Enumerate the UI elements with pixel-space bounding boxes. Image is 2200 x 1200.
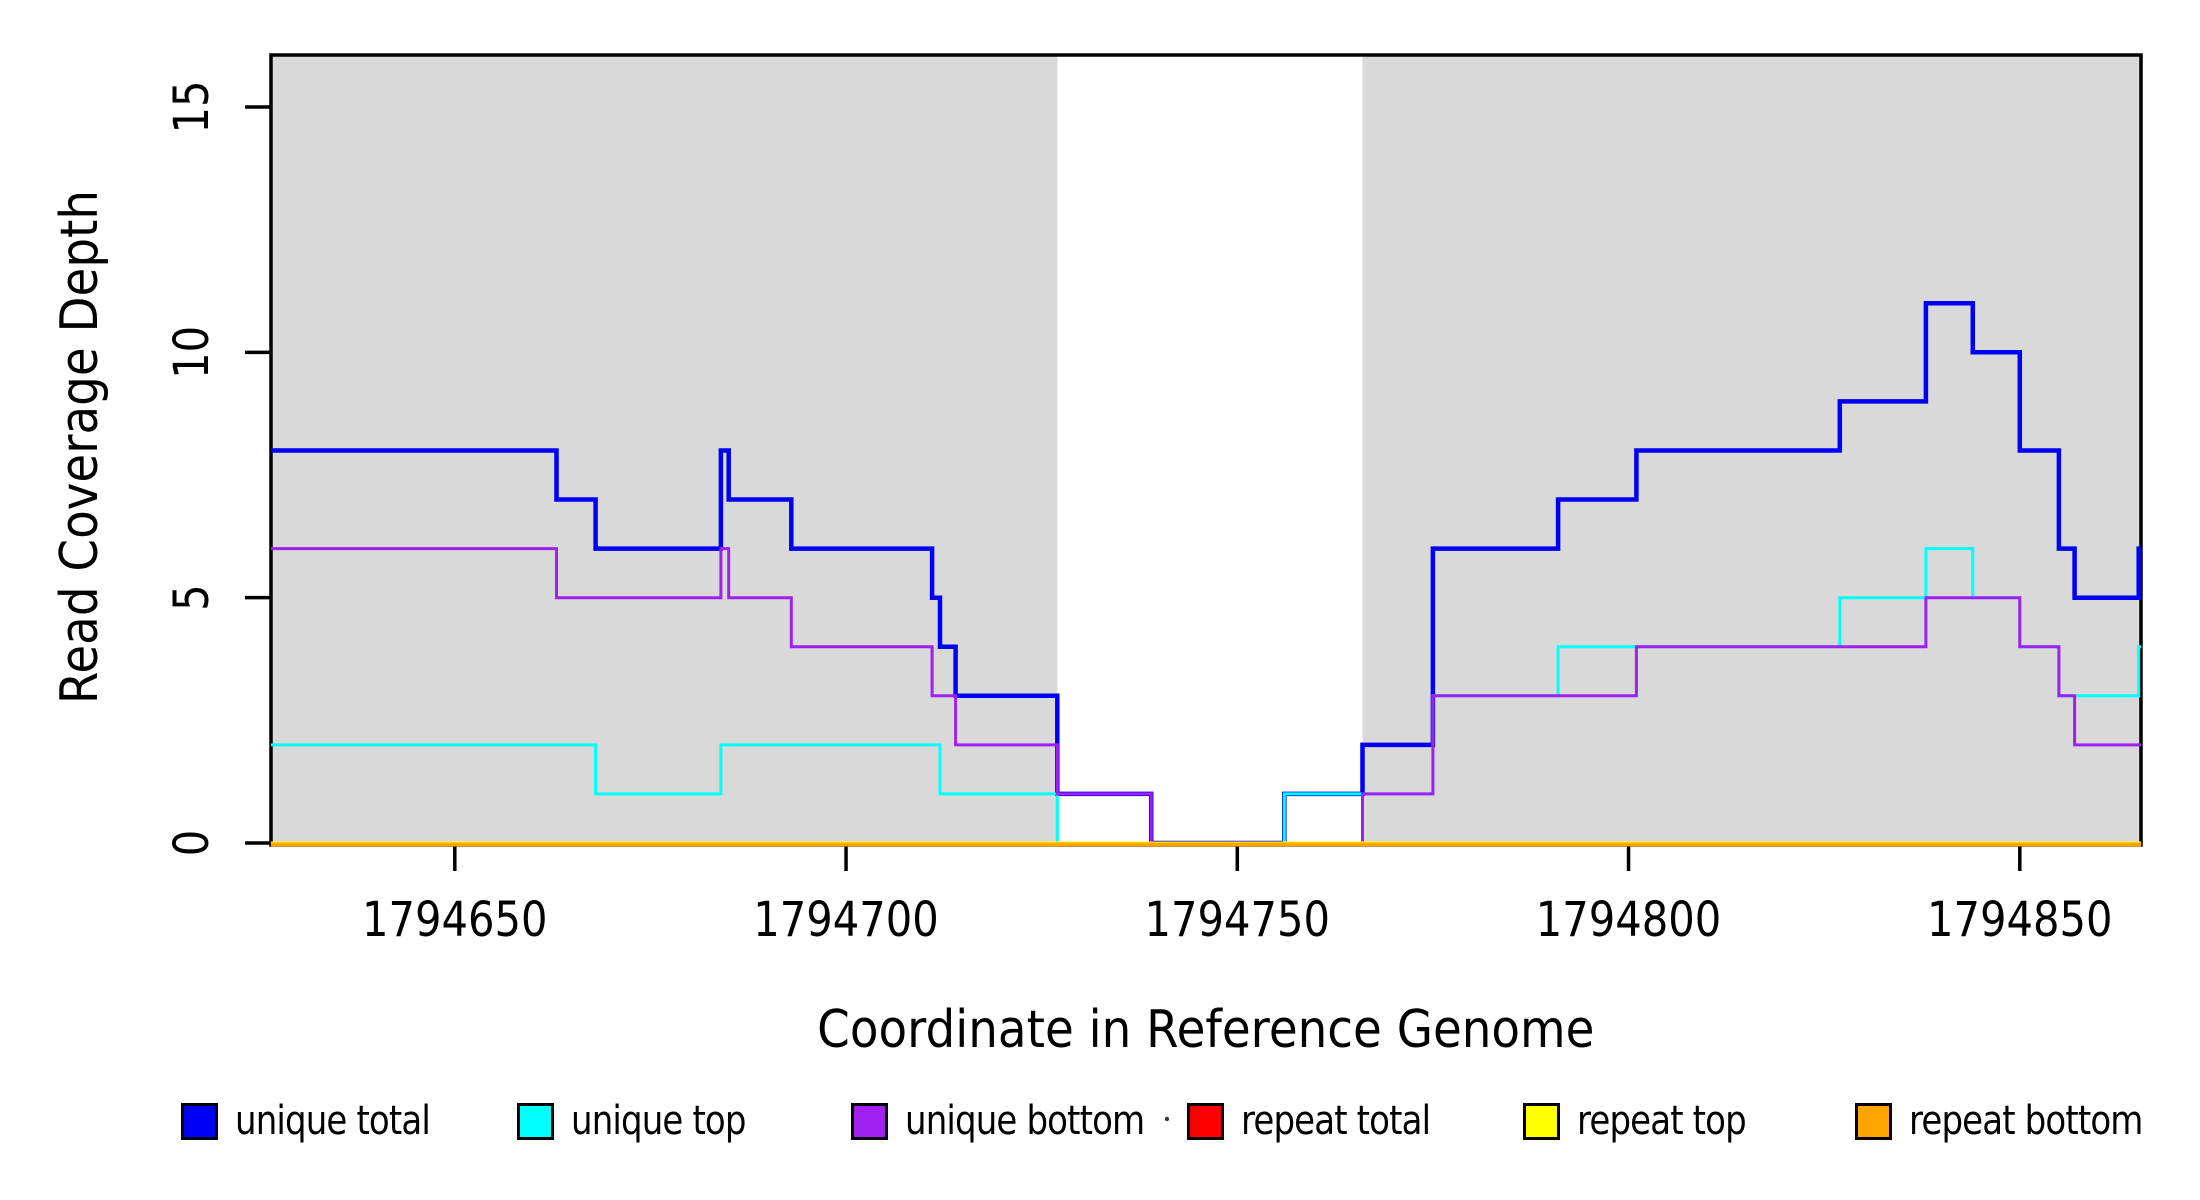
x-tick-label: 1794650	[362, 892, 548, 948]
y-tick-label: 5	[164, 584, 220, 611]
y-tick-label: 10	[164, 326, 220, 379]
x-axis-title: Coordinate in Reference Genome	[817, 1000, 1595, 1060]
y-tick-label: 0	[164, 830, 220, 857]
x-axis-title-wrap: Coordinate in Reference Genome	[206, 1000, 2200, 1060]
y-tick-label: 15	[164, 80, 220, 133]
x-tick-label: 1794850	[1927, 892, 2113, 948]
series-line-unique-bottom	[270, 547, 2142, 845]
y-axis-title: Read Coverage Depth	[50, 189, 110, 705]
x-tick-label: 1794700	[753, 892, 939, 948]
x-tick-label: 1794750	[1145, 892, 1331, 948]
stray-mark-dot	[1164, 1116, 1170, 1122]
x-tick-label: 1794800	[1536, 892, 1722, 948]
